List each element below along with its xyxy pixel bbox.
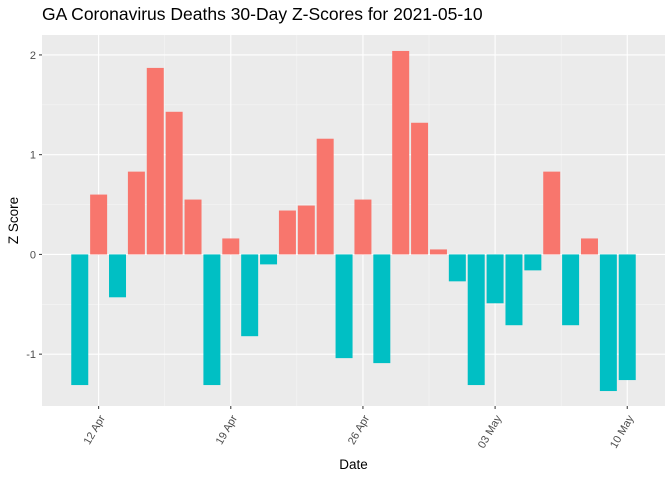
bar [467, 254, 485, 386]
y-tick-label: 0 [30, 249, 36, 261]
bar [184, 199, 202, 255]
y-tick-label: -1 [26, 349, 36, 361]
bar [203, 254, 221, 386]
bars [71, 50, 636, 392]
bar [505, 254, 523, 326]
bar [71, 254, 89, 386]
bar [146, 67, 164, 255]
bar [109, 254, 127, 298]
bar [599, 254, 617, 392]
chart-title: GA Coronavirus Deaths 30-Day Z-Scores fo… [42, 4, 483, 24]
bar [241, 254, 259, 337]
bar [562, 254, 580, 326]
bar [392, 50, 410, 255]
bar [127, 171, 145, 255]
bar [278, 210, 296, 255]
bar [335, 254, 353, 359]
bar [524, 254, 542, 271]
y-axis-title: Z Score [6, 197, 21, 244]
y-tick-label: 2 [30, 50, 36, 62]
bar [354, 199, 372, 255]
bar [373, 254, 391, 364]
x-tick-label: 03 May [476, 413, 505, 451]
x-tick-label: 26 Apr [346, 413, 372, 447]
bar [316, 138, 334, 255]
bar [260, 254, 278, 265]
bar [543, 171, 561, 255]
bar [165, 111, 183, 255]
bar [297, 205, 315, 255]
bar [448, 254, 466, 282]
y-axis-ticks: -1 0 1 2 [26, 50, 42, 361]
bar [580, 238, 598, 255]
bar [90, 194, 108, 255]
x-axis-ticks: 12 Apr 19 Apr 26 Apr 03 May 10 May [82, 406, 637, 451]
bar [429, 249, 447, 255]
y-tick-label: 1 [30, 150, 36, 162]
x-tick-label: 19 Apr [214, 413, 240, 447]
x-tick-label: 10 May [608, 413, 637, 451]
bar [411, 122, 429, 255]
x-axis-title: Date [339, 457, 368, 472]
x-tick-label: 12 Apr [82, 413, 108, 447]
bar [222, 238, 240, 255]
bar [486, 254, 504, 304]
minor-gridlines [42, 35, 665, 406]
bar [618, 254, 636, 381]
